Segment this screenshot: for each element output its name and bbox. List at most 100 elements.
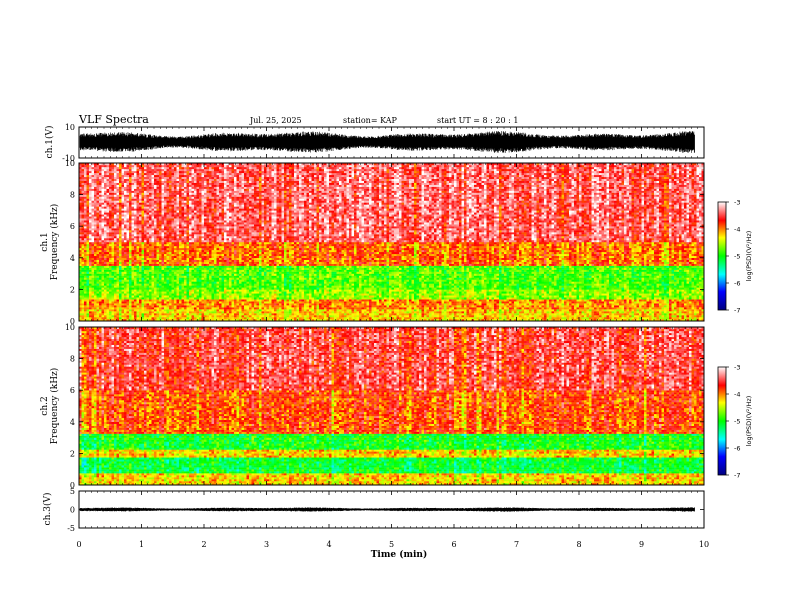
spectrogram-cell xyxy=(459,309,462,311)
spectrogram-cell xyxy=(99,305,102,307)
spectrogram-cell xyxy=(327,309,330,311)
spectrogram-cell xyxy=(154,285,157,287)
spectrogram-cell xyxy=(324,305,327,307)
spectrogram-cell xyxy=(239,315,242,317)
spectrogram-cell xyxy=(582,299,585,301)
spectrogram-cell xyxy=(234,313,237,315)
spectrogram-cell xyxy=(344,309,347,311)
spectrogram-cell xyxy=(429,309,432,311)
spectrogram-cell xyxy=(272,293,275,295)
spectrogram-cell xyxy=(214,293,217,295)
spectrogram-cell xyxy=(132,283,135,285)
spectrogram-cell xyxy=(129,297,132,299)
spectrogram-cell xyxy=(342,297,345,299)
spectrogram-cell xyxy=(404,299,407,301)
spectrogram-cell xyxy=(92,297,95,299)
spectrogram-cell xyxy=(239,289,242,291)
spectrogram-cell xyxy=(694,287,697,289)
spectrogram-cell xyxy=(234,305,237,307)
spectrogram-cell xyxy=(542,305,545,307)
spectrogram-cell xyxy=(212,299,215,301)
spectrogram-cell xyxy=(329,303,332,305)
spectrogram-cell xyxy=(377,315,380,317)
spectrogram-cell xyxy=(247,293,250,295)
spectrogram-cell xyxy=(449,315,452,317)
spectrogram-cell xyxy=(449,293,452,295)
spectrogram-cell xyxy=(357,303,360,305)
spectrogram-cell xyxy=(422,309,425,311)
spectrogram-cell xyxy=(247,309,250,311)
spectrogram-cell xyxy=(259,295,262,297)
spectrogram-cell xyxy=(369,315,372,317)
spectrogram-cell xyxy=(207,289,210,291)
spectrogram-cell xyxy=(272,283,275,285)
spectrogram-cell xyxy=(102,313,105,315)
spectrogram-cell xyxy=(344,297,347,299)
spectrogram-cell xyxy=(487,303,490,305)
spectrogram-cell xyxy=(249,293,252,295)
spectrogram-cell xyxy=(114,307,117,309)
spectrogram-cell xyxy=(104,285,107,287)
spectrogram-cell xyxy=(297,297,300,299)
spectrogram-cell xyxy=(417,315,420,317)
spectrogram-cell xyxy=(617,317,620,319)
spectrogram-cell xyxy=(354,303,357,305)
spectrogram-cell xyxy=(199,311,202,313)
spectrogram-cell xyxy=(134,311,137,313)
spectrogram-cell xyxy=(337,301,340,303)
spectrogram-cell xyxy=(114,303,117,305)
spectrogram-cell xyxy=(562,293,565,295)
spectrogram-cell xyxy=(522,307,525,309)
spectrogram-cell xyxy=(374,317,377,319)
spectrogram-cell xyxy=(422,283,425,285)
spectrogram-cell xyxy=(557,307,560,309)
spectrogram-cell xyxy=(174,303,177,305)
spectrogram-cell xyxy=(687,297,690,299)
spectrogram-cell xyxy=(144,301,147,303)
spectrogram-cell xyxy=(437,301,440,303)
spectrogram-cell xyxy=(317,293,320,295)
spectrogram-cell xyxy=(97,317,100,319)
spectrogram-cell xyxy=(464,315,467,317)
spectrogram-cell xyxy=(642,309,645,311)
spectrogram-cell xyxy=(509,305,512,307)
spectrogram-cell xyxy=(547,287,550,289)
ch1-ylabel: ch.1(V) xyxy=(44,126,55,159)
spectrogram-cell xyxy=(234,287,237,289)
spectrogram-cell xyxy=(487,311,490,313)
spectrogram-cell xyxy=(507,295,510,297)
spectrogram-cell xyxy=(497,307,500,309)
spectrogram-cell xyxy=(99,301,102,303)
spectrogram-cell xyxy=(174,291,177,293)
spectrogram-cell xyxy=(464,313,467,315)
spectrogram-cell xyxy=(309,285,312,287)
spectrogram-cell xyxy=(609,303,612,305)
spectrogram-cell xyxy=(364,309,367,311)
spectrogram-cell xyxy=(559,291,562,293)
spectrogram-cell xyxy=(332,303,335,305)
spectrogram-cell xyxy=(549,311,552,313)
spectrogram-cell xyxy=(612,285,615,287)
spectrogram-cell xyxy=(309,303,312,305)
spectrogram-cell xyxy=(227,293,230,295)
spectrogram-cell xyxy=(689,295,692,297)
spectrogram-cell xyxy=(542,303,545,305)
spectrogram-cell xyxy=(92,285,95,287)
spectrogram-cell xyxy=(204,287,207,289)
spectrogram-cell xyxy=(259,317,262,319)
spectrogram-cell xyxy=(529,307,532,309)
spectrogram-cell xyxy=(487,299,490,301)
spectrogram-cell xyxy=(197,307,200,309)
spectrogram-cell xyxy=(172,301,175,303)
spectrogram-cell xyxy=(587,311,590,313)
spectrogram-cell xyxy=(557,299,560,301)
spectrogram-cell xyxy=(457,291,460,293)
spectrogram-cell xyxy=(304,299,307,301)
spectrogram-cell xyxy=(199,313,202,315)
spectrogram-cell xyxy=(232,287,235,289)
spectrogram-cell xyxy=(307,287,310,289)
spectrogram-cell xyxy=(694,293,697,295)
spectrogram-cell xyxy=(297,287,300,289)
spectrogram-cell xyxy=(629,289,632,291)
spectrogram-cell xyxy=(194,291,197,293)
